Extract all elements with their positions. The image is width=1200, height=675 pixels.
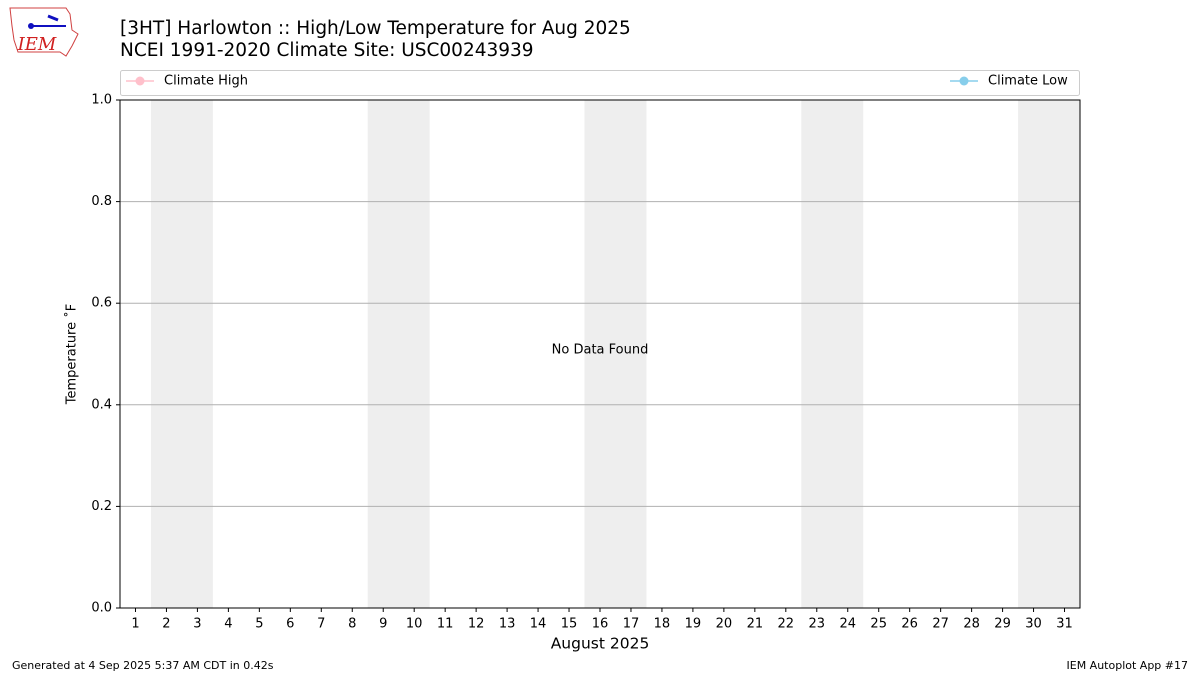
y-tick-label: 0.6 [91, 296, 112, 311]
weekend-shade [1018, 100, 1080, 608]
plot-area [120, 99, 1080, 609]
x-tick-label: 31 [1056, 617, 1073, 632]
x-tick-label: 6 [286, 617, 294, 632]
x-tick-label: 15 [561, 617, 578, 632]
x-tick-label: 11 [437, 617, 454, 632]
y-tick-label: 1.0 [91, 93, 112, 108]
logo-text: IEM [17, 34, 57, 55]
plot-frame [119, 99, 1081, 609]
y-axis-label: Temperature ˚F [64, 304, 80, 405]
y-tick-label: 0.2 [91, 499, 112, 514]
logo-dot [28, 23, 34, 29]
x-tick-label: 20 [716, 617, 733, 632]
x-tick-label: 7 [317, 617, 325, 632]
x-tick-label: 21 [747, 617, 764, 632]
footer-right: IEM Autoplot App #17 [1067, 659, 1189, 672]
legend-box [120, 70, 1080, 96]
weekend-shade [801, 100, 864, 608]
x-tick-label: 19 [685, 617, 702, 632]
footer-left: Generated at 4 Sep 2025 5:37 AM CDT in 0… [12, 659, 274, 672]
x-tick-label: 9 [379, 617, 387, 632]
annotation: No Data Found [552, 343, 649, 358]
x-tick-label: 16 [592, 617, 609, 632]
x-tick-label: 22 [778, 617, 795, 632]
x-tick-label: 18 [654, 617, 671, 632]
x-tick-label: 25 [870, 617, 887, 632]
legend-label: Climate High [164, 74, 248, 89]
chart-subtitle: NCEI 1991-2020 Climate Site: USC00243939 [120, 40, 534, 61]
x-tick-label: 10 [406, 617, 423, 632]
x-tick-label: 28 [963, 617, 980, 632]
y-tick-label: 0.8 [91, 194, 112, 209]
x-tick-label: 5 [255, 617, 263, 632]
x-tick-label: 27 [932, 617, 949, 632]
legend-marker [135, 76, 145, 86]
x-tick-label: 13 [499, 617, 516, 632]
legend-marker [959, 76, 969, 86]
x-tick-label: 26 [901, 617, 918, 632]
x-tick-label: 1 [131, 617, 139, 632]
legend-label: Climate Low [988, 74, 1068, 89]
x-axis-label: August 2025 [551, 635, 650, 653]
logo-flag [47, 14, 59, 22]
x-tick-label: 12 [468, 617, 485, 632]
weekend-shade [584, 100, 647, 608]
y-tick-label: 0.4 [91, 397, 112, 412]
x-tick-label: 24 [839, 617, 856, 632]
weekend-shade [367, 100, 430, 608]
logo-outline [9, 7, 79, 57]
x-tick-label: 4 [224, 617, 232, 632]
x-tick-label: 23 [809, 617, 826, 632]
x-tick-label: 8 [348, 617, 356, 632]
chart-title: [3HT] Harlowton :: High/Low Temperature … [120, 18, 631, 39]
x-tick-label: 2 [162, 617, 170, 632]
x-tick-label: 30 [1025, 617, 1042, 632]
logo: IEM [9, 7, 79, 57]
x-tick-label: 14 [530, 617, 547, 632]
x-tick-label: 29 [994, 617, 1011, 632]
y-tick-label: 0.0 [91, 601, 112, 616]
x-tick-label: 17 [623, 617, 640, 632]
x-tick-label: 3 [193, 617, 201, 632]
weekend-shade [150, 100, 213, 608]
